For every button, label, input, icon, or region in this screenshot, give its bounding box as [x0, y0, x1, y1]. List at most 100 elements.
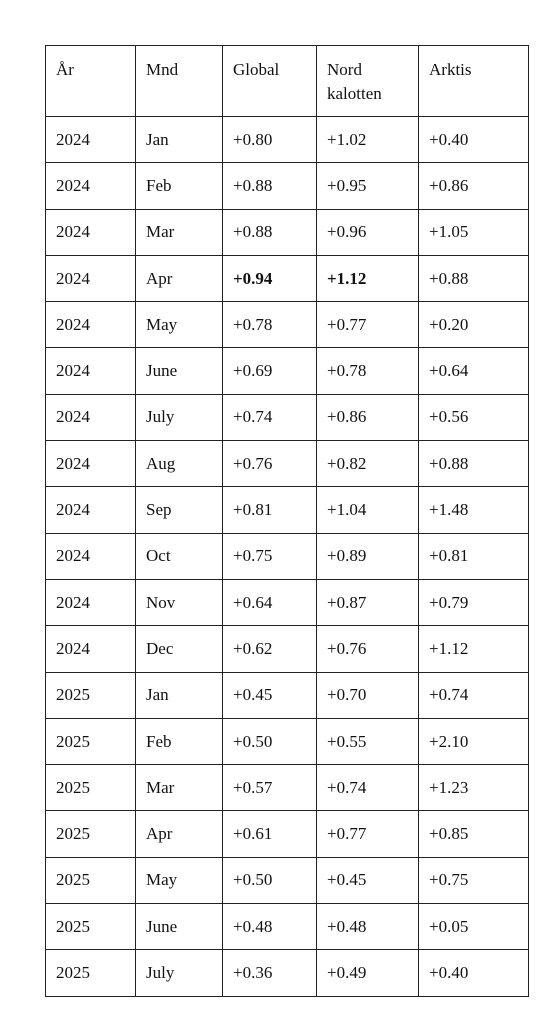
header-row: År Mnd Global Nord kalotten Arktis — [45, 45, 529, 117]
table-row: 2025 Apr +0.61 +0.77 +0.85 — [45, 810, 529, 858]
table-cell: +0.40 — [418, 949, 529, 997]
table-cell: +1.12 — [418, 625, 529, 673]
table-cell: 2024 — [45, 393, 136, 442]
table-cell: +0.77 — [316, 810, 419, 858]
data-table: År Mnd Global Nord kalotten Arktis 2024 Jan +0… — [45, 45, 529, 997]
table-cell: +0.74 — [418, 671, 529, 719]
table-cell: +0.70 — [316, 671, 419, 719]
table-cell: +0.78 — [222, 301, 317, 349]
table-row: 2025 July +0.36 +0.49 +0.40 — [45, 949, 529, 997]
table-cell: May — [135, 301, 223, 349]
table-cell: +0.55 — [316, 717, 419, 766]
table-cell: +0.94 — [222, 254, 317, 303]
table-body: 2024 Jan +0.80 +1.02 +0.40 2024 Feb +0.88 +0.95 +… — [45, 115, 529, 997]
table-cell: +0.40 — [418, 115, 529, 164]
table-cell: +0.88 — [418, 254, 529, 303]
table-row: 2024 Apr +0.94 +1.12 +0.88 — [45, 254, 529, 303]
table-cell: July — [135, 949, 223, 997]
table-cell: Feb — [135, 162, 223, 210]
table-cell: Nov — [135, 578, 223, 627]
table-cell: June — [135, 903, 223, 951]
table-cell: 2024 — [45, 440, 136, 488]
table-head: År Mnd Global Nord kalotten Arktis — [45, 45, 529, 117]
table-cell: 2024 — [45, 254, 136, 303]
table-cell: +0.36 — [222, 949, 317, 997]
table-cell: +0.88 — [222, 208, 317, 256]
table-cell: +0.50 — [222, 717, 317, 766]
column-header: Arktis — [418, 45, 529, 117]
table-row: 2025 Mar +0.57 +0.74 +1.23 — [45, 764, 529, 812]
table-cell: +0.64 — [222, 578, 317, 627]
table-cell: +0.45 — [222, 671, 317, 719]
table-cell: 2024 — [45, 578, 136, 627]
table-cell: +0.96 — [316, 208, 419, 256]
table-cell: +0.76 — [222, 440, 317, 488]
table-cell: +0.85 — [418, 810, 529, 858]
table-cell: 2024 — [45, 301, 136, 349]
column-header: Global — [222, 45, 317, 117]
table-cell: +0.86 — [418, 162, 529, 210]
table-cell: +0.88 — [222, 162, 317, 210]
table-cell: +0.75 — [222, 532, 317, 580]
table-cell: 2024 — [45, 162, 136, 210]
table-row: 2025 Feb +0.50 +0.55 +2.10 — [45, 717, 529, 766]
table-row: 2024 Oct +0.75 +0.89 +0.81 — [45, 532, 529, 580]
table-cell: +0.48 — [222, 903, 317, 951]
table-cell: +0.69 — [222, 347, 317, 395]
table-cell: +0.74 — [222, 393, 317, 442]
table-cell: Mar — [135, 764, 223, 812]
table-cell: 2025 — [45, 671, 136, 719]
table-cell: Jan — [135, 115, 223, 164]
table-cell: +0.81 — [222, 486, 317, 534]
table-cell: 2025 — [45, 717, 136, 766]
table-cell: Mar — [135, 208, 223, 256]
table-row: 2024 Feb +0.88 +0.95 +0.86 — [45, 162, 529, 210]
column-header: Mnd — [135, 45, 223, 117]
table-cell: +2.10 — [418, 717, 529, 766]
table-cell: +1.04 — [316, 486, 419, 534]
table-cell: +1.12 — [316, 254, 419, 303]
table-cell: +0.56 — [418, 393, 529, 442]
table-cell: +0.82 — [316, 440, 419, 488]
table-cell: +0.76 — [316, 625, 419, 673]
table-cell: July — [135, 393, 223, 442]
table-cell: +0.78 — [316, 347, 419, 395]
table-row: 2024 July +0.74 +0.86 +0.56 — [45, 393, 529, 442]
table-cell: +0.79 — [418, 578, 529, 627]
table-cell: +0.64 — [418, 347, 529, 395]
table-cell: 2024 — [45, 347, 136, 395]
table-row: 2024 Dec +0.62 +0.76 +1.12 — [45, 625, 529, 673]
table-row: 2024 June +0.69 +0.78 +0.64 — [45, 347, 529, 395]
table-cell: +1.05 — [418, 208, 529, 256]
table-cell: +0.57 — [222, 764, 317, 812]
table-cell: 2025 — [45, 949, 136, 997]
column-header: Nord kalotten — [316, 45, 419, 117]
table-cell: +0.48 — [316, 903, 419, 951]
table-cell: +0.81 — [418, 532, 529, 580]
table-cell: Apr — [135, 810, 223, 858]
table-row: 2025 May +0.50 +0.45 +0.75 — [45, 856, 529, 905]
table-cell: +0.88 — [418, 440, 529, 488]
table-row: 2024 Sep +0.81 +1.04 +1.48 — [45, 486, 529, 534]
table-cell: Apr — [135, 254, 223, 303]
table-cell: +1.02 — [316, 115, 419, 164]
table-cell: +0.62 — [222, 625, 317, 673]
table-cell: +0.75 — [418, 856, 529, 905]
table-cell: +0.89 — [316, 532, 419, 580]
table-cell: 2024 — [45, 625, 136, 673]
table-cell: +0.80 — [222, 115, 317, 164]
table-row: 2024 May +0.78 +0.77 +0.20 — [45, 301, 529, 349]
table-cell: June — [135, 347, 223, 395]
table-cell: +0.61 — [222, 810, 317, 858]
table-cell: Aug — [135, 440, 223, 488]
table-cell: 2024 — [45, 486, 136, 534]
table-cell: +0.86 — [316, 393, 419, 442]
table-cell: +0.87 — [316, 578, 419, 627]
table-row: 2024 Aug +0.76 +0.82 +0.88 — [45, 440, 529, 488]
table-cell: +0.74 — [316, 764, 419, 812]
table-cell: Jan — [135, 671, 223, 719]
table-cell: 2024 — [45, 115, 136, 164]
table-cell: +0.49 — [316, 949, 419, 997]
table-cell: +0.05 — [418, 903, 529, 951]
